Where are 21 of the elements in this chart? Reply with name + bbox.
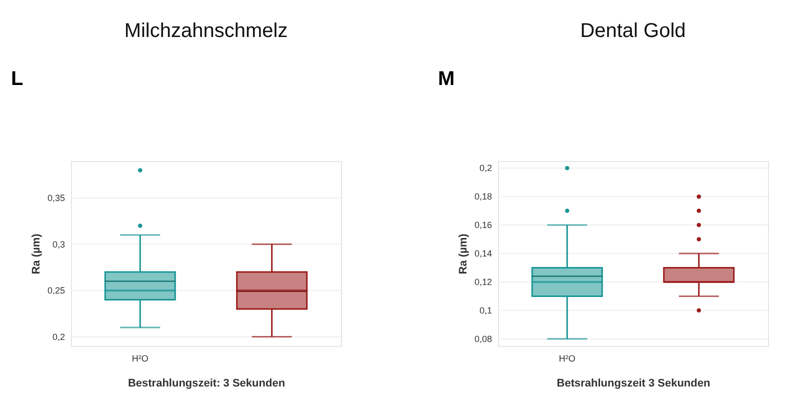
y-axis-title: Ra (µm) (458, 233, 470, 274)
chart-title: Dental Gold (580, 20, 686, 42)
x-tick-label: H²O (132, 354, 148, 364)
y-tick-label: 0,16 (474, 220, 492, 230)
y-tick-label: 0,35 (47, 193, 65, 203)
x-axis-title: Bestrahlungszeit: 3 Sekunden (128, 378, 286, 390)
y-tick-label: 0,3 (52, 239, 65, 250)
text: M (438, 68, 455, 90)
y-tick-label: 0,2 (52, 332, 65, 342)
y-tick-label: 0,14 (474, 248, 492, 258)
y-tick-label: 0,2 (479, 163, 492, 174)
y-tick-label: 0,08 (474, 334, 492, 344)
y-axis-title: Ra (µm) (30, 233, 42, 274)
y-tick-label: 0,18 (474, 192, 492, 202)
x-tick-label: H²O (558, 354, 576, 364)
text: L (11, 68, 24, 90)
y-tick-label: 0,1 (479, 305, 492, 316)
y-tick-label: 0,25 (47, 286, 65, 296)
y-tick-label: 0,12 (474, 276, 492, 287)
x-axis-title: Betsrahlungszeit 3 Sekunden (556, 378, 710, 390)
chart-title: Milchzahnschmelz (124, 20, 288, 42)
